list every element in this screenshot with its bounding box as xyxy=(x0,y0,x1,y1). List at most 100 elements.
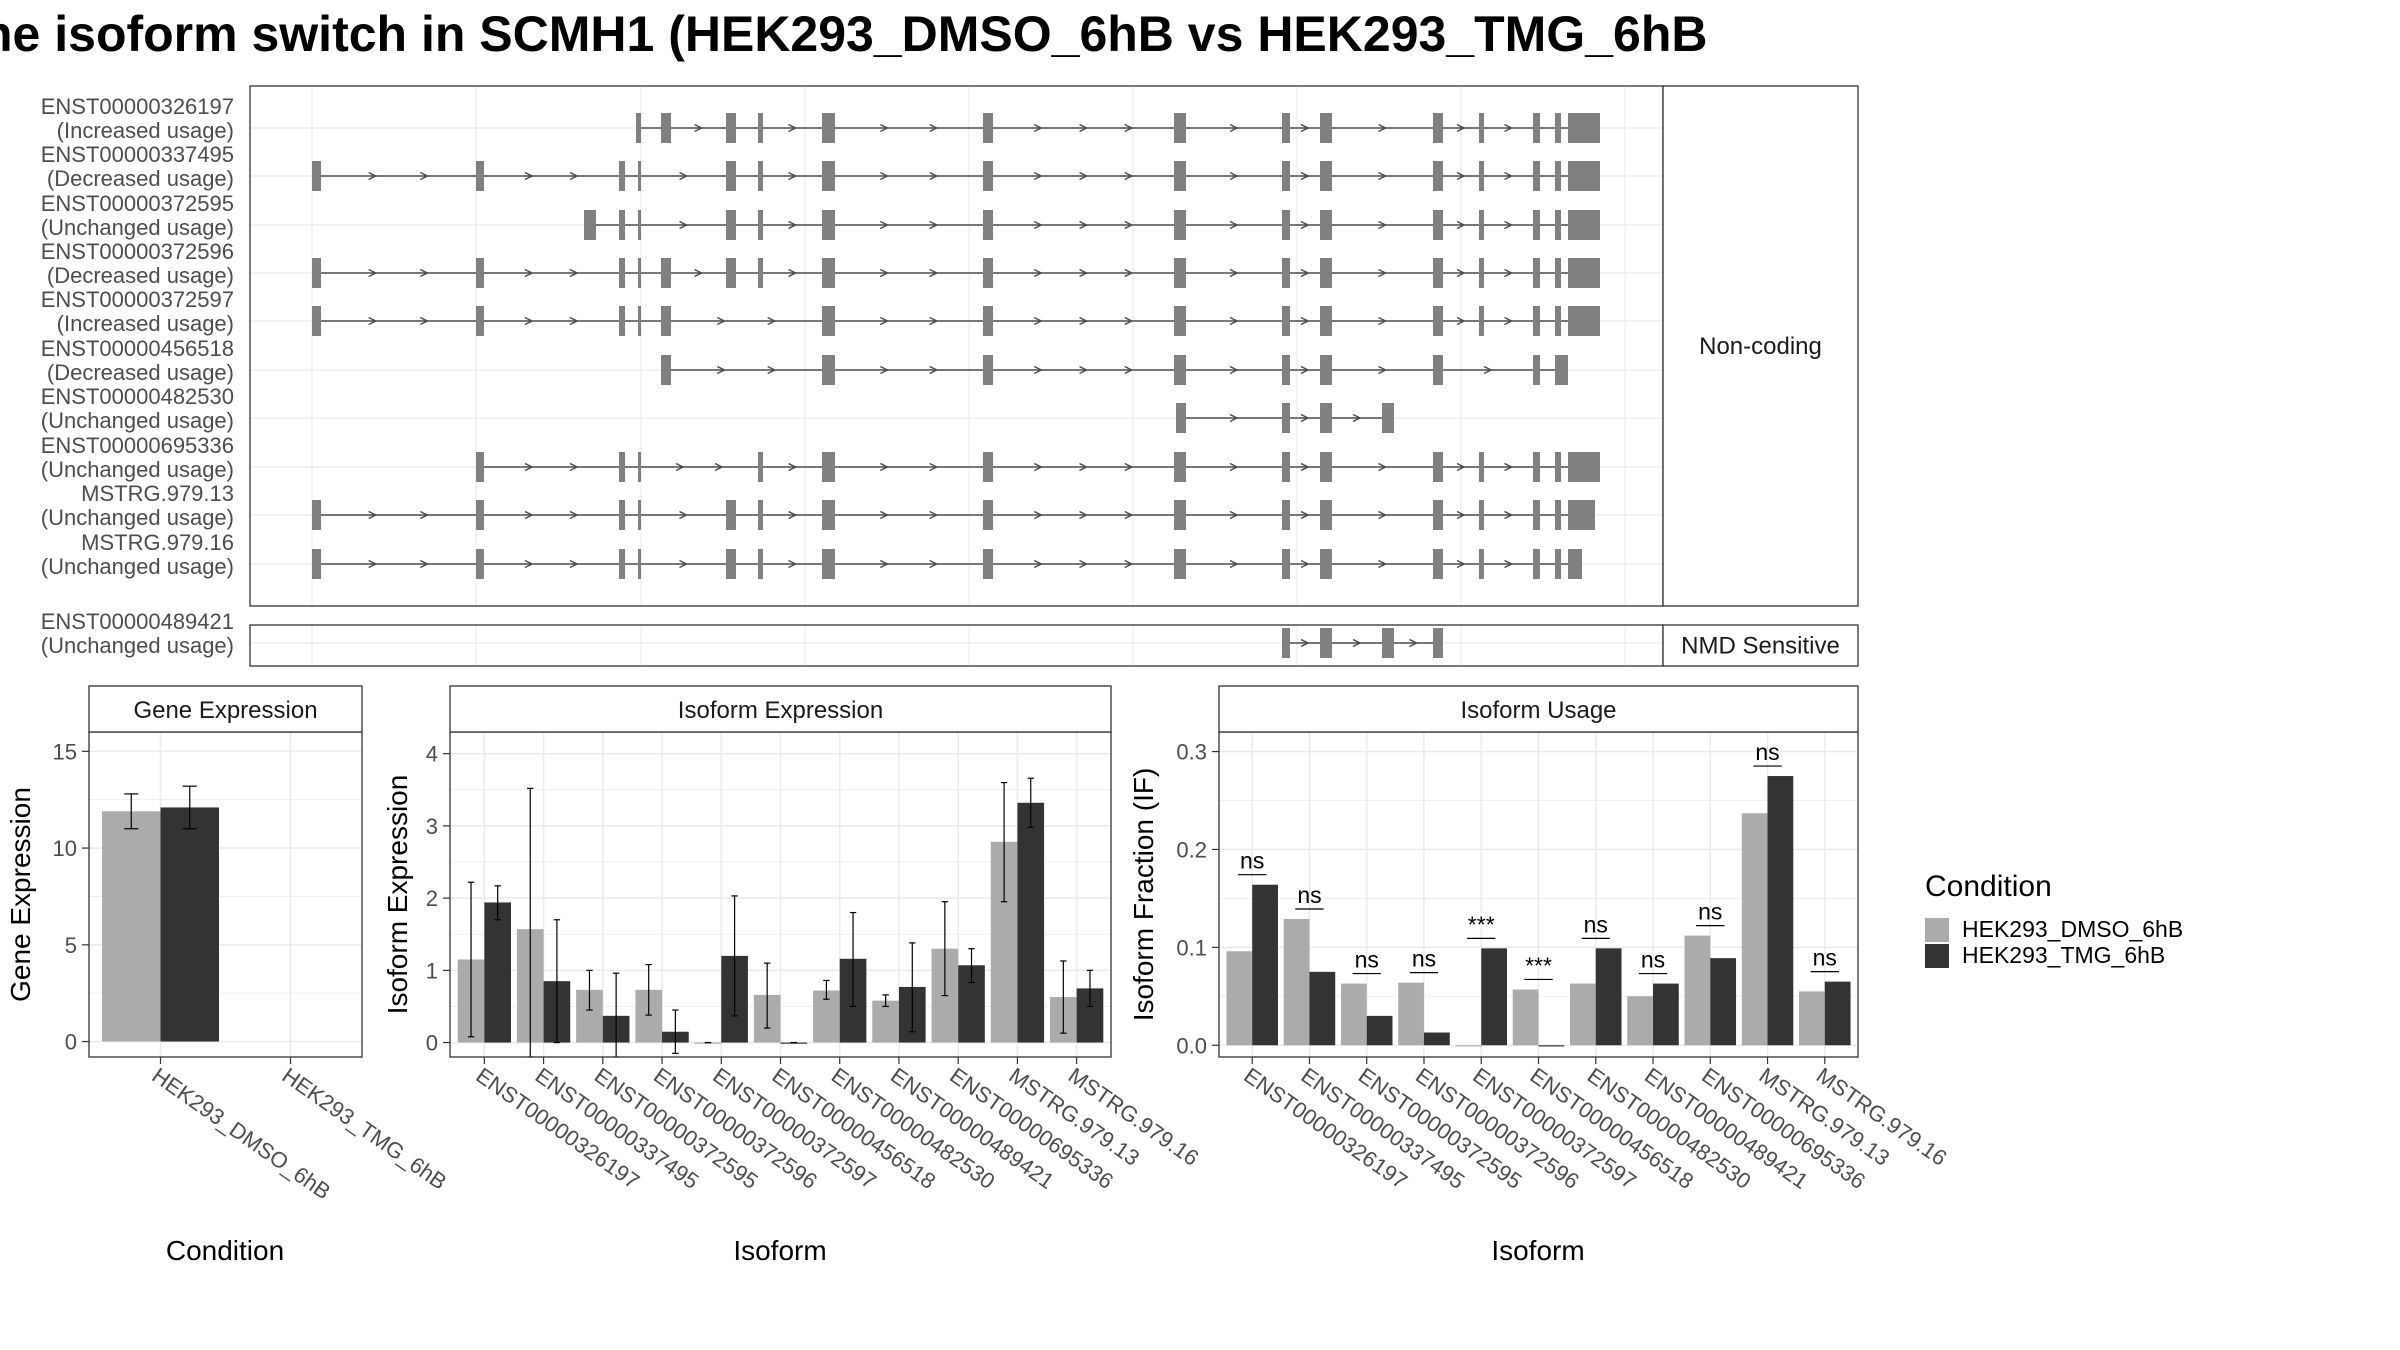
x-axis-title: Condition xyxy=(166,1235,284,1266)
transcript-usage-label: (Unchanged usage) xyxy=(41,554,234,579)
strand-arrow xyxy=(679,220,689,230)
panel-background xyxy=(250,86,1663,606)
exon xyxy=(1533,258,1540,288)
exon xyxy=(1282,113,1290,143)
significance-label: *** xyxy=(1468,911,1495,937)
strand-arrow xyxy=(1504,559,1514,569)
legend-swatch xyxy=(1925,944,1949,968)
bar-tmg xyxy=(1423,1032,1450,1046)
strand-arrow xyxy=(1378,316,1388,326)
strand-arrow xyxy=(879,462,890,472)
transcript-ENST00000337495: ENST00000337495(Decreased usage) xyxy=(41,142,1600,191)
bar-tmg xyxy=(160,807,219,1042)
strand-arrow xyxy=(1229,510,1239,520)
exon xyxy=(312,306,321,336)
transcript-id-label: ENST00000372596 xyxy=(41,239,234,264)
transcript-usage-label: (Increased usage) xyxy=(57,118,234,143)
strand-arrow xyxy=(419,268,430,278)
exon xyxy=(1555,113,1561,143)
exon xyxy=(638,549,641,579)
strand-arrow xyxy=(1300,316,1310,326)
exon xyxy=(1568,500,1595,530)
facet-strip xyxy=(1218,685,1859,733)
exon xyxy=(312,500,321,530)
transcript-ENST00000372597: ENST00000372597(Increased usage) xyxy=(41,287,1600,336)
exon xyxy=(1433,306,1443,336)
transcript-id-label: ENST00000337495 xyxy=(41,142,234,167)
strand-arrow xyxy=(1079,316,1089,326)
exon xyxy=(1555,549,1561,579)
strand-arrow xyxy=(1229,123,1239,133)
strand-arrow xyxy=(1504,268,1514,278)
legend-item-label: HEK293_DMSO_6hB xyxy=(1962,916,2183,942)
transcript-ENST00000456518: ENST00000456518(Decreased usage) xyxy=(41,336,1568,385)
exon xyxy=(1555,161,1561,191)
transcript-usage-label: (Unchanged usage) xyxy=(41,215,234,240)
strand-arrow xyxy=(929,171,939,181)
exon xyxy=(661,355,671,385)
strand-arrow xyxy=(879,220,890,230)
exon xyxy=(1174,306,1186,336)
exon xyxy=(1433,161,1443,191)
strand-arrow xyxy=(767,365,777,375)
strand-arrow xyxy=(879,123,890,133)
strand-arrow xyxy=(524,510,534,520)
strand-arrow xyxy=(1033,510,1043,520)
exon xyxy=(1433,500,1443,530)
bar-dmso xyxy=(1741,813,1768,1046)
exon xyxy=(1568,549,1582,579)
strand-arrow xyxy=(1079,559,1089,569)
strand-arrow xyxy=(1378,268,1388,278)
exon xyxy=(1320,452,1332,482)
strand-arrow xyxy=(714,462,724,472)
strand-arrow xyxy=(1300,123,1310,133)
strand-arrow xyxy=(879,365,890,375)
exon xyxy=(1533,452,1540,482)
exon xyxy=(758,549,763,579)
strand-arrow xyxy=(929,220,939,230)
strand-arrow xyxy=(1504,316,1514,326)
significance-label: ns xyxy=(1641,947,1665,973)
exon xyxy=(822,452,835,482)
strand-arrow xyxy=(1456,316,1466,326)
strand-arrow xyxy=(1229,559,1239,569)
exon xyxy=(1479,258,1484,288)
y-tick-label: 0.1 xyxy=(1176,935,1207,960)
bar-dmso xyxy=(1799,991,1825,1046)
strand-arrow xyxy=(1079,510,1089,520)
exon xyxy=(619,549,625,579)
exon xyxy=(1320,403,1332,433)
transcript-ENST00000695336: ENST00000695336(Unchanged usage) xyxy=(41,433,1600,482)
exon xyxy=(661,113,671,143)
y-tick-label: 4 xyxy=(426,742,438,767)
strand-arrow xyxy=(524,171,534,181)
exon xyxy=(1433,210,1443,240)
strand-arrow xyxy=(879,559,890,569)
exon xyxy=(1320,161,1332,191)
exon xyxy=(476,258,484,288)
strand-arrow xyxy=(929,510,939,520)
y-tick-label: 0.3 xyxy=(1176,740,1207,765)
exon xyxy=(1174,161,1186,191)
exon xyxy=(822,500,835,530)
strand-arrow xyxy=(1124,316,1134,326)
exon xyxy=(726,500,736,530)
strand-arrow xyxy=(524,462,534,472)
exon xyxy=(1568,306,1600,336)
strand-arrow xyxy=(419,171,430,181)
exon xyxy=(1282,628,1290,658)
strand-arrow xyxy=(419,316,430,326)
exon xyxy=(1479,500,1484,530)
exon xyxy=(638,210,641,240)
isoform-expression-plot: Isoform Expression01234ENST00000326197EN… xyxy=(382,685,1203,1266)
bar-tmg xyxy=(1309,971,1336,1046)
strand-arrow xyxy=(1378,220,1388,230)
strand-arrow xyxy=(1033,316,1043,326)
exon xyxy=(476,306,484,336)
strand-arrow xyxy=(1483,365,1493,375)
exon xyxy=(1320,549,1332,579)
strand-arrow xyxy=(1504,510,1514,520)
transcript-id-label: ENST00000489421 xyxy=(41,609,234,634)
significance-label: ns xyxy=(1584,911,1608,937)
